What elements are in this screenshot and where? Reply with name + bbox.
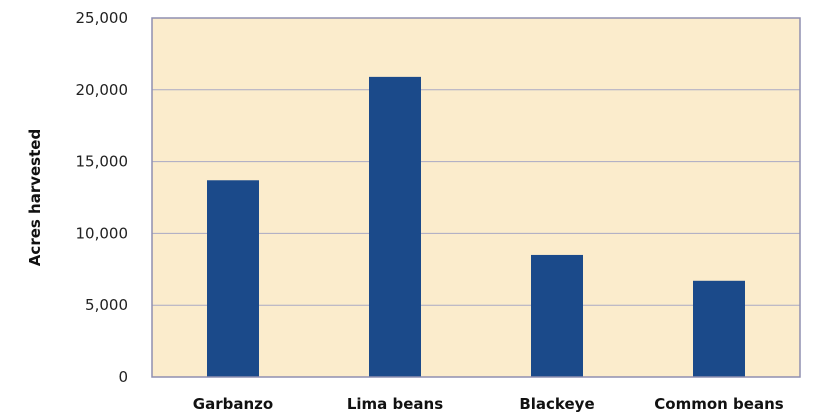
y-tick-label: 5,000 [85, 296, 128, 314]
x-tick-label: Common beans [654, 395, 783, 413]
gridlines [152, 89, 800, 306]
x-axis-ticks: Garbanzo Lima beans Blackeye Common beans [193, 395, 784, 413]
y-tick-label: 15,000 [76, 153, 129, 171]
x-tick-label: Lima beans [347, 395, 443, 413]
plot-border [151, 17, 801, 378]
plot-area [152, 18, 800, 377]
y-axis-ticks: 0 5,000 10,000 15,000 20,000 25,000 [76, 9, 129, 386]
y-axis-title: Acres harvested [26, 129, 44, 266]
y-tick-label: 25,000 [76, 9, 129, 27]
bar-blackeye [531, 254, 583, 377]
y-tick-label: 0 [118, 368, 128, 386]
bar-garbanzo [207, 180, 259, 377]
bar-lima-beans [369, 76, 421, 377]
bar-common-beans [693, 280, 745, 377]
x-tick-label: Garbanzo [193, 395, 273, 413]
y-tick-label: 20,000 [76, 81, 129, 99]
bars [207, 76, 745, 377]
x-tick-label: Blackeye [519, 395, 594, 413]
y-tick-label: 10,000 [76, 224, 129, 242]
